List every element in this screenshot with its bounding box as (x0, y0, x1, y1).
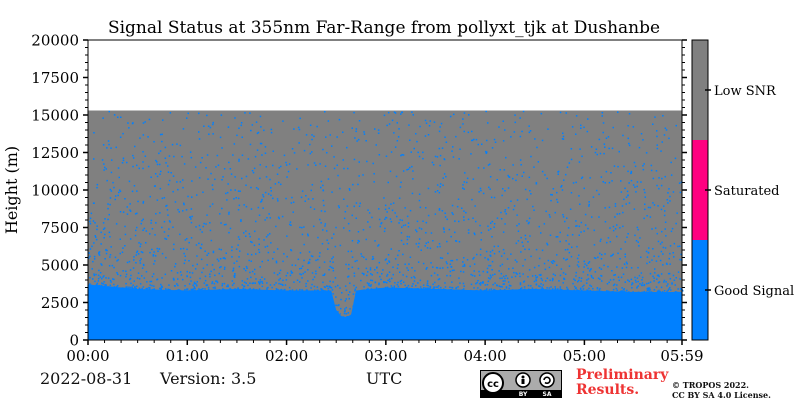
cc-by-sa-badge-icon: cc BY SA (480, 370, 562, 398)
colorbar-label: Low SNR (714, 84, 777, 99)
y-tick-label: 15000 (31, 107, 79, 125)
copyright-line-2: CC BY SA 4.0 License. (672, 390, 771, 400)
x-tick-label: 05:59 (660, 347, 703, 365)
colorbar-label: Saturated (714, 184, 779, 199)
preliminary-notice: Preliminary Results. (576, 368, 668, 398)
plot-area (87, 39, 684, 341)
x-tick-label: 03:00 (364, 347, 407, 365)
y-axis-label: Height (m) (2, 146, 21, 234)
y-tick-label: 10000 (31, 182, 79, 200)
x-tick-label: 00:00 (66, 347, 109, 365)
x-axis: 00:00 01:00 02:00 03:00 04:00 05:00 05:59 (66, 340, 704, 365)
copyright-line-1: © TROPOS 2022. (672, 380, 749, 390)
version-label: Version: 3.5 (160, 369, 257, 388)
cc-by-label: BY (519, 391, 528, 398)
colorbar: Good Signal Saturated Low SNR (691, 39, 794, 341)
y-tick-label: 5000 (41, 257, 79, 275)
copyright-notice: © TROPOS 2022. CC BY SA 4.0 License. (672, 380, 771, 400)
colorbar-segment (692, 240, 708, 340)
chart-title: Signal Status at 355nm Far-Range from po… (108, 18, 660, 38)
svg-text:cc: cc (487, 379, 499, 390)
x-axis-label: UTC (366, 369, 403, 388)
y-tick-label: 20000 (31, 32, 79, 50)
y-tick-label: 17500 (31, 69, 79, 87)
y-tick-label: 7500 (41, 219, 79, 237)
colorbar-segment (692, 40, 708, 140)
x-tick-label: 05:00 (563, 347, 606, 365)
x-tick-label: 02:00 (265, 347, 308, 365)
cc-sa-label: SA (543, 391, 552, 398)
x-tick-label: 04:00 (464, 347, 507, 365)
x-tick-label: 01:00 (166, 347, 209, 365)
good-signal-region (88, 284, 682, 340)
measurement-date: 2022-08-31 (40, 369, 133, 388)
colorbar-label: Good Signal (714, 284, 794, 299)
y-axis: 0 2500 5000 7500 10000 12500 15000 17500 20000 (31, 32, 687, 350)
preliminary-line-2: Results. (576, 382, 640, 398)
y-tick-label: 2500 (41, 294, 79, 312)
y-tick-label: 0 (69, 332, 79, 350)
colorbar-segment (692, 140, 708, 240)
preliminary-line-1: Preliminary (576, 367, 669, 383)
y-tick-label: 12500 (31, 144, 79, 162)
